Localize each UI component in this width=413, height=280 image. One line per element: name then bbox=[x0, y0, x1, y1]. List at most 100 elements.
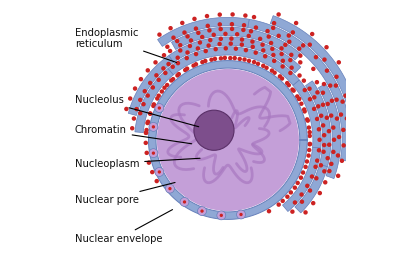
Circle shape bbox=[212, 57, 217, 61]
Circle shape bbox=[124, 107, 128, 111]
Circle shape bbox=[288, 190, 292, 195]
Circle shape bbox=[239, 42, 244, 47]
Circle shape bbox=[318, 163, 323, 167]
Circle shape bbox=[325, 156, 329, 160]
Circle shape bbox=[168, 26, 172, 31]
Circle shape bbox=[320, 102, 325, 107]
Circle shape bbox=[296, 97, 301, 101]
Circle shape bbox=[310, 67, 315, 71]
Circle shape bbox=[249, 39, 254, 44]
Circle shape bbox=[276, 202, 280, 207]
Circle shape bbox=[146, 160, 151, 165]
Circle shape bbox=[130, 126, 134, 130]
Circle shape bbox=[242, 13, 247, 18]
Circle shape bbox=[232, 56, 236, 60]
Circle shape bbox=[287, 71, 292, 75]
Circle shape bbox=[193, 110, 233, 150]
Circle shape bbox=[279, 76, 284, 81]
Circle shape bbox=[334, 97, 338, 102]
Circle shape bbox=[286, 33, 290, 38]
Circle shape bbox=[261, 48, 265, 53]
Circle shape bbox=[320, 150, 325, 154]
Circle shape bbox=[330, 125, 335, 130]
Circle shape bbox=[163, 71, 167, 75]
Circle shape bbox=[269, 68, 273, 73]
Circle shape bbox=[323, 45, 328, 50]
Circle shape bbox=[320, 90, 324, 95]
Circle shape bbox=[303, 210, 307, 215]
Circle shape bbox=[276, 34, 280, 38]
Text: Endoplasmic
reticulum: Endoplasmic reticulum bbox=[74, 27, 176, 62]
Circle shape bbox=[328, 162, 333, 166]
Circle shape bbox=[138, 98, 142, 102]
Circle shape bbox=[185, 50, 189, 55]
Circle shape bbox=[151, 104, 155, 108]
Circle shape bbox=[307, 134, 311, 138]
Circle shape bbox=[217, 22, 221, 27]
Circle shape bbox=[157, 32, 161, 37]
Polygon shape bbox=[292, 80, 320, 148]
Circle shape bbox=[280, 199, 284, 203]
Circle shape bbox=[340, 128, 345, 132]
Text: Chromatin: Chromatin bbox=[74, 125, 191, 144]
Circle shape bbox=[171, 77, 175, 81]
Circle shape bbox=[200, 209, 203, 213]
Circle shape bbox=[304, 117, 309, 122]
Circle shape bbox=[339, 158, 343, 163]
Circle shape bbox=[157, 170, 161, 174]
Circle shape bbox=[286, 39, 291, 44]
Circle shape bbox=[234, 32, 239, 36]
Circle shape bbox=[314, 117, 318, 121]
Circle shape bbox=[353, 95, 358, 99]
Circle shape bbox=[242, 57, 246, 62]
Circle shape bbox=[211, 32, 216, 37]
Circle shape bbox=[326, 129, 330, 133]
Circle shape bbox=[182, 30, 186, 35]
Circle shape bbox=[282, 43, 287, 47]
Circle shape bbox=[333, 83, 337, 88]
Circle shape bbox=[250, 45, 254, 49]
Circle shape bbox=[315, 104, 320, 109]
Circle shape bbox=[171, 36, 175, 40]
Circle shape bbox=[151, 125, 155, 129]
Circle shape bbox=[246, 59, 251, 63]
Circle shape bbox=[307, 142, 311, 146]
Circle shape bbox=[318, 113, 323, 118]
Circle shape bbox=[150, 85, 154, 90]
Circle shape bbox=[334, 116, 338, 121]
Circle shape bbox=[300, 170, 304, 175]
Circle shape bbox=[336, 60, 340, 65]
Circle shape bbox=[206, 43, 210, 48]
Circle shape bbox=[301, 78, 305, 83]
Circle shape bbox=[341, 143, 345, 148]
Circle shape bbox=[199, 60, 204, 64]
Circle shape bbox=[175, 73, 179, 78]
Circle shape bbox=[147, 81, 152, 85]
Circle shape bbox=[165, 184, 174, 193]
Circle shape bbox=[145, 93, 150, 98]
Circle shape bbox=[218, 27, 222, 31]
Circle shape bbox=[322, 180, 327, 185]
Circle shape bbox=[223, 32, 227, 36]
Circle shape bbox=[330, 150, 335, 154]
Circle shape bbox=[193, 52, 198, 56]
Circle shape bbox=[271, 26, 275, 30]
Circle shape bbox=[240, 28, 245, 32]
Circle shape bbox=[257, 37, 262, 41]
Circle shape bbox=[175, 55, 180, 60]
Circle shape bbox=[241, 23, 246, 27]
Circle shape bbox=[358, 114, 363, 118]
Circle shape bbox=[161, 53, 166, 57]
Circle shape bbox=[296, 46, 301, 51]
Circle shape bbox=[183, 68, 187, 72]
Circle shape bbox=[266, 209, 271, 213]
Circle shape bbox=[344, 116, 348, 121]
Circle shape bbox=[285, 195, 289, 199]
Circle shape bbox=[169, 78, 173, 83]
Circle shape bbox=[141, 102, 145, 106]
Circle shape bbox=[213, 47, 217, 52]
Circle shape bbox=[306, 153, 310, 158]
Circle shape bbox=[218, 56, 223, 60]
Circle shape bbox=[205, 24, 209, 28]
Polygon shape bbox=[247, 19, 350, 161]
